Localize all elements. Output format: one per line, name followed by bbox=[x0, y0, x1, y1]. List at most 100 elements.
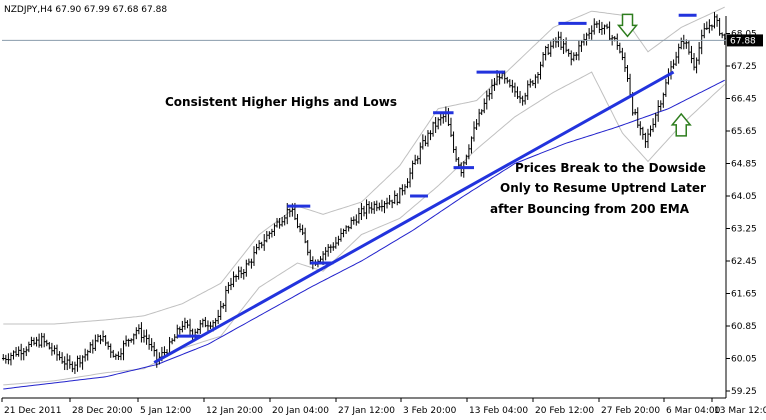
price-bar bbox=[224, 285, 228, 313]
y-tick-label: 67.25 bbox=[731, 62, 757, 72]
price-bar bbox=[442, 113, 445, 124]
price-bar bbox=[109, 343, 113, 358]
x-tick-label: 28 Dec 20:00 bbox=[72, 406, 133, 416]
price-bar bbox=[119, 348, 123, 361]
price-bar bbox=[378, 202, 381, 211]
price-bar bbox=[692, 53, 696, 71]
price-bar bbox=[201, 318, 205, 328]
price-bar bbox=[101, 330, 105, 342]
price-bar bbox=[50, 342, 54, 356]
price-bar bbox=[232, 271, 235, 288]
price-bar bbox=[280, 217, 284, 227]
price-bar bbox=[332, 242, 335, 251]
price-bar bbox=[140, 322, 143, 343]
price-bar bbox=[283, 215, 286, 226]
price-bar bbox=[705, 21, 709, 31]
price-bar bbox=[344, 225, 348, 235]
price-bar bbox=[541, 52, 545, 68]
price-bar bbox=[247, 258, 251, 266]
price-bar bbox=[173, 334, 176, 342]
price-bar bbox=[521, 95, 524, 106]
price-bar bbox=[406, 178, 409, 189]
price-bar bbox=[275, 217, 279, 228]
price-bar bbox=[562, 39, 565, 54]
price-bar bbox=[326, 244, 330, 257]
price-bar bbox=[60, 352, 64, 364]
price-bar bbox=[418, 142, 422, 165]
price-bar bbox=[219, 300, 223, 321]
price-bar bbox=[462, 161, 466, 178]
price-bar bbox=[421, 134, 425, 150]
price-bar bbox=[493, 77, 496, 91]
y-tick-label: 63.25 bbox=[731, 225, 757, 235]
price-bar bbox=[498, 72, 501, 85]
price-bar bbox=[48, 341, 51, 350]
bollinger-bands bbox=[3, 6, 726, 386]
price-bar bbox=[383, 201, 386, 214]
price-bar bbox=[117, 351, 120, 360]
price-bar bbox=[429, 130, 432, 141]
price-bar bbox=[388, 194, 391, 205]
x-tick-label: 12 Jan 20:00 bbox=[206, 406, 263, 416]
price-bar bbox=[17, 346, 20, 357]
price-bar bbox=[467, 144, 471, 160]
price-bar bbox=[296, 214, 299, 229]
x-tick-label: 21 Dec 2011 bbox=[4, 406, 62, 416]
price-bar bbox=[544, 45, 547, 61]
x-tick-label: 20 Feb 12:00 bbox=[535, 406, 594, 416]
price-bar bbox=[111, 349, 115, 358]
price-bar bbox=[518, 90, 522, 104]
price-bar bbox=[546, 43, 550, 56]
price-bar bbox=[608, 21, 611, 41]
price-bar bbox=[268, 231, 271, 240]
price-bar bbox=[362, 205, 366, 217]
current-price-tag bbox=[727, 34, 763, 47]
ema200-path bbox=[3, 79, 725, 390]
price-bar bbox=[181, 320, 184, 333]
price-bar bbox=[572, 52, 576, 62]
price-bar bbox=[99, 334, 102, 345]
price-bar bbox=[592, 18, 596, 35]
axes: 59.25 60.05 60.85 61.65 62.45 63.25 64.05 64.85… bbox=[1, 16, 766, 416]
price-bar bbox=[508, 79, 512, 88]
price-bar bbox=[229, 277, 233, 291]
price-bar bbox=[615, 33, 619, 50]
price-bar bbox=[482, 98, 486, 114]
trendline-layer bbox=[153, 70, 675, 364]
price-bar bbox=[1, 354, 5, 361]
level-markers bbox=[177, 13, 697, 338]
y-tick-label: 65.65 bbox=[731, 127, 757, 137]
price-bar bbox=[677, 43, 680, 64]
annotation-break-line2: Only to Resume Uptrend Later bbox=[500, 181, 706, 195]
price-bar bbox=[713, 12, 716, 29]
price-bar bbox=[306, 239, 310, 256]
price-bar bbox=[221, 302, 225, 309]
price-bar bbox=[334, 236, 338, 249]
price-bar bbox=[380, 199, 384, 212]
price-bar bbox=[511, 79, 514, 93]
price-bar bbox=[73, 361, 77, 374]
price-bar bbox=[664, 78, 668, 97]
y-tick-label: 64.05 bbox=[731, 192, 757, 202]
price-bar bbox=[78, 355, 82, 368]
price-bar bbox=[408, 167, 412, 188]
price-bar bbox=[270, 228, 274, 238]
price-bar bbox=[7, 353, 10, 365]
price-bars bbox=[1, 12, 727, 374]
x-tick-label: 6 Mar 04:00 bbox=[666, 406, 721, 416]
uptrend-line bbox=[153, 70, 675, 364]
price-bar bbox=[569, 50, 573, 66]
price-bar bbox=[656, 100, 660, 122]
price-bar bbox=[237, 266, 240, 280]
price-bar bbox=[349, 217, 353, 230]
price-bar bbox=[367, 201, 371, 214]
price-bar bbox=[4, 354, 8, 364]
price-bar bbox=[135, 327, 138, 340]
price-bar bbox=[416, 155, 420, 165]
price-bar bbox=[278, 217, 281, 229]
price-bar bbox=[198, 320, 202, 334]
price-bar bbox=[206, 320, 210, 333]
y-tick-label: 60.05 bbox=[731, 355, 757, 365]
price-bar bbox=[22, 347, 26, 361]
price-bar bbox=[337, 235, 340, 246]
